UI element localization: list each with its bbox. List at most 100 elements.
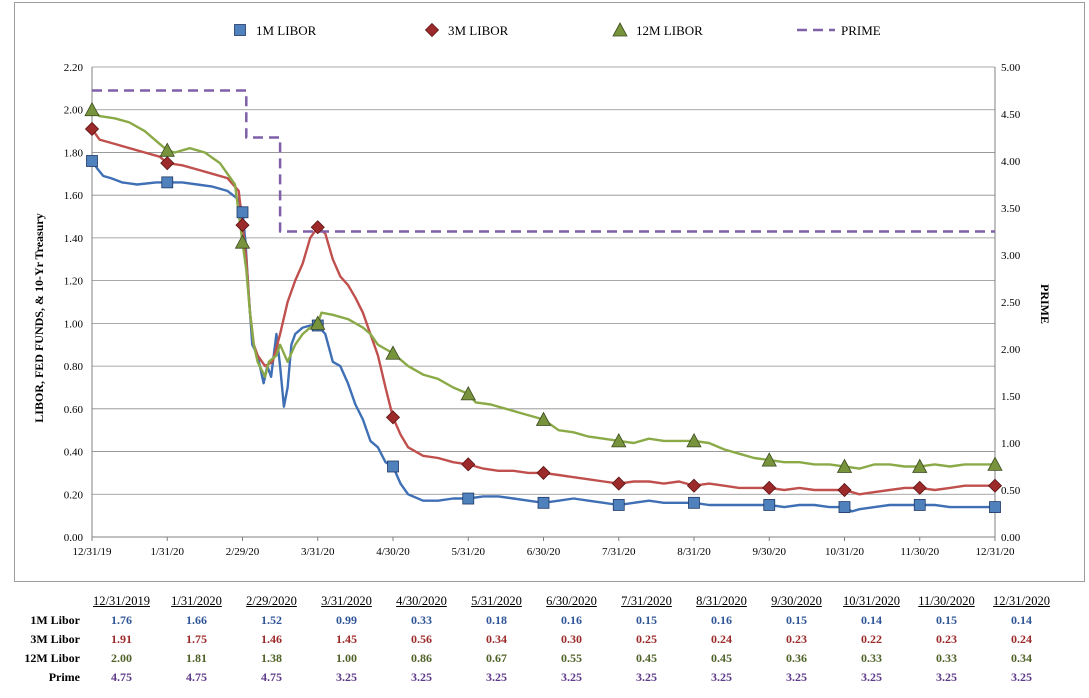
table-row-label: 12M Libor: [24, 651, 80, 665]
table-cell: 3.25: [636, 670, 657, 684]
table-cell: 4.75: [186, 670, 207, 684]
x-tick-label: 3/31/20: [301, 546, 335, 558]
table-cell: 1.45: [336, 632, 357, 646]
table-cell: 0.86: [411, 651, 432, 665]
x-tick-label: 7/31/20: [602, 546, 636, 558]
data-point: [912, 458, 928, 473]
legend-label: 3M LIBOR: [448, 23, 509, 38]
table-date-header: 9/30/2020: [771, 594, 822, 608]
table-cell: 1.52: [261, 613, 282, 627]
table-date-header: 2/29/2020: [246, 594, 297, 608]
data-point: [612, 499, 625, 511]
table-corner: [0, 592, 84, 611]
table-cell: 0.23: [936, 632, 957, 646]
data-point: [460, 386, 476, 401]
y2-tick-label: 4.00: [1001, 156, 1021, 168]
table-cell: 1.76: [111, 613, 132, 627]
table-cell: 0.22: [861, 632, 882, 646]
data-point: [912, 480, 927, 495]
data-point: [234, 234, 251, 249]
table-cell: 1.46: [261, 632, 282, 646]
y2-tick-label: 1.00: [1001, 438, 1021, 450]
data-point: [686, 478, 702, 493]
table-cell: 0.30: [561, 632, 582, 646]
table-cell: 1.00: [336, 651, 357, 665]
table-cell: 0.25: [636, 632, 657, 646]
table-cell: 3.25: [411, 670, 432, 684]
axes: 0.00 0.20 0.40 0.60 0.80 1.00 1.20 1.40 1.60 1.80…: [64, 62, 1021, 558]
x-tick-label: 6/30/20: [527, 546, 561, 558]
y2-axis-title: PRIME: [1038, 284, 1052, 324]
legend-marker: [424, 22, 440, 38]
table-cell: 3.25: [486, 670, 507, 684]
data-point: [161, 176, 174, 189]
table-row: 12M Libor 2.00 1.81 1.38 1.00 0.86 0.67 0.55 0.4…: [0, 649, 1059, 668]
data-point: [837, 482, 852, 498]
table-cell: 3.25: [336, 670, 357, 684]
data-table: 12/31/2019 1/31/2020 2/29/2020 3/31/2020 4/3…: [0, 592, 1059, 687]
table-date-header: 7/31/2020: [621, 594, 672, 608]
data-point: [84, 101, 100, 117]
data-point: [310, 220, 325, 235]
x-tick-label: 10/31/20: [825, 546, 865, 558]
table-date-header: 12/31/2019: [93, 594, 150, 608]
data-point: [987, 456, 1003, 471]
x-tick-label: 5/31/20: [451, 546, 485, 558]
table-cell: 1.75: [186, 632, 207, 646]
table-cell: 3.25: [936, 670, 957, 684]
table-cell: 0.18: [486, 613, 507, 627]
data-point: [385, 410, 401, 425]
table-cell: 3.25: [786, 670, 807, 684]
legend-label: PRIME: [841, 23, 881, 38]
table-cell: 0.24: [711, 632, 732, 646]
table-cell: 0.15: [636, 613, 657, 627]
data-point: [310, 315, 326, 330]
table-row: 3M Libor 1.91 1.75 1.46 1.45 0.56 0.34 0.30 0.25…: [0, 630, 1059, 649]
table-cell: 3.25: [561, 670, 582, 684]
table-cell: 0.34: [486, 632, 507, 646]
series-markers: [84, 101, 1003, 513]
table-cell: 3.25: [711, 670, 732, 684]
table-date-header: 6/30/2020: [546, 594, 597, 608]
table-cell: 1.66: [186, 613, 207, 627]
data-point: [236, 206, 249, 219]
y-tick-label: 0.00: [64, 532, 84, 544]
y2-tick-label: 0.00: [1001, 532, 1021, 544]
legend-label: 12M LIBOR: [636, 23, 703, 38]
y2-tick-label: 5.00: [1001, 62, 1021, 74]
y-tick-label: 1.80: [64, 147, 84, 159]
data-point: [688, 496, 700, 509]
table-cell: 0.14: [861, 613, 882, 627]
table-cell: 2.00: [111, 651, 132, 665]
y-axis-title: LIBOR, FED FUNDS, & 10-Yr Treasury: [32, 213, 46, 422]
legend-label: 1M LIBOR: [256, 23, 317, 38]
table-cell: 0.36: [786, 651, 807, 665]
data-point: [989, 501, 1001, 513]
y-tick-label: 2.20: [64, 62, 84, 74]
data-point: [462, 492, 475, 505]
series-lines: [91, 89, 995, 513]
y-tick-label: 1.20: [64, 276, 84, 288]
data-point: [836, 458, 853, 473]
y2-tick-label: 3.00: [1001, 250, 1021, 262]
table-row: Prime 4.75 4.75 4.75 3.25 3.25 3.25 3.25 3.25 3.2…: [0, 668, 1059, 687]
table-row: 1M Libor 1.76 1.66 1.52 0.99 0.33 0.18 0.16 0.15…: [0, 611, 1059, 630]
table-cell: 0.14: [1011, 613, 1032, 627]
data-point: [838, 501, 851, 513]
data-point: [536, 465, 551, 480]
data-point: [987, 478, 1003, 493]
y-tick-label: 2.00: [64, 105, 84, 117]
x-tick-label: 11/30/20: [900, 546, 939, 558]
y-tick-label: 1.00: [64, 318, 84, 330]
legend-marker: [234, 24, 246, 36]
y2-tick-label: 0.50: [1001, 485, 1021, 497]
table-cell: 0.45: [636, 651, 657, 665]
table-cell: 0.45: [711, 651, 732, 665]
data-point: [537, 496, 550, 509]
y-tick-label: 0.20: [64, 489, 84, 501]
x-tick-label: 4/30/20: [376, 546, 410, 558]
y2-tick-label: 2.50: [1001, 297, 1021, 309]
table-cell: 0.15: [936, 613, 957, 627]
table-row-label: 3M Libor: [30, 632, 80, 646]
y-tick-label: 0.80: [64, 361, 84, 373]
